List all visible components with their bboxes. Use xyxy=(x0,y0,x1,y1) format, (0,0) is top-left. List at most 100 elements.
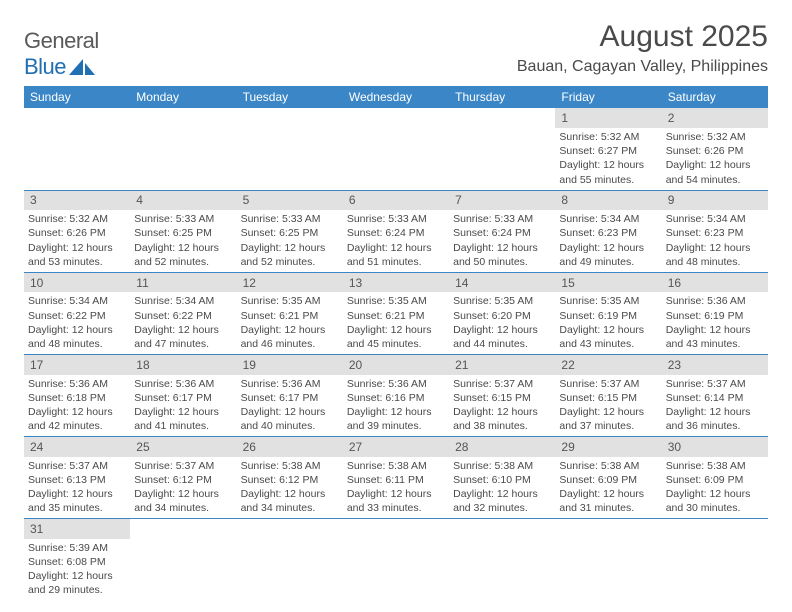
calendar-cell xyxy=(237,539,343,601)
sunrise-line: Sunrise: 5:36 AM xyxy=(666,294,764,308)
day-number: 19 xyxy=(237,355,343,375)
day-number xyxy=(24,108,130,128)
sunset-line: Sunset: 6:26 PM xyxy=(666,144,764,158)
day-number: 4 xyxy=(130,190,236,210)
sunrise-line: Sunrise: 5:35 AM xyxy=(241,294,339,308)
calendar-cell xyxy=(343,128,449,190)
day-number: 25 xyxy=(130,437,236,457)
calendar-cell: Sunrise: 5:33 AMSunset: 6:24 PMDaylight:… xyxy=(449,210,555,272)
daylight-line: Daylight: 12 hours and 43 minutes. xyxy=(666,323,764,351)
day-number: 5 xyxy=(237,190,343,210)
daylight-line: Daylight: 12 hours and 50 minutes. xyxy=(453,241,551,269)
calendar-cell xyxy=(449,539,555,601)
daylight-line: Daylight: 12 hours and 33 minutes. xyxy=(347,487,445,515)
calendar-cell: Sunrise: 5:39 AMSunset: 6:08 PMDaylight:… xyxy=(24,539,130,601)
day-number xyxy=(449,519,555,539)
sunset-line: Sunset: 6:24 PM xyxy=(453,226,551,240)
sunset-line: Sunset: 6:23 PM xyxy=(666,226,764,240)
daylight-line: Daylight: 12 hours and 36 minutes. xyxy=(666,405,764,433)
calendar-cell: Sunrise: 5:36 AMSunset: 6:17 PMDaylight:… xyxy=(237,375,343,437)
calendar-cell: Sunrise: 5:38 AMSunset: 6:11 PMDaylight:… xyxy=(343,457,449,519)
calendar-cell: Sunrise: 5:37 AMSunset: 6:13 PMDaylight:… xyxy=(24,457,130,519)
sunset-line: Sunset: 6:21 PM xyxy=(241,309,339,323)
daynum-row: 31 xyxy=(24,519,768,539)
daylight-line: Daylight: 12 hours and 46 minutes. xyxy=(241,323,339,351)
daynum-row: 12 xyxy=(24,108,768,128)
calendar-cell: Sunrise: 5:32 AMSunset: 6:27 PMDaylight:… xyxy=(555,128,661,190)
day-header-tuesday: Tuesday xyxy=(237,86,343,108)
calendar-cell xyxy=(237,128,343,190)
sunrise-line: Sunrise: 5:35 AM xyxy=(559,294,657,308)
sunrise-line: Sunrise: 5:36 AM xyxy=(241,377,339,391)
sunrise-line: Sunrise: 5:34 AM xyxy=(559,212,657,226)
sunset-line: Sunset: 6:14 PM xyxy=(666,391,764,405)
calendar-cell: Sunrise: 5:37 AMSunset: 6:15 PMDaylight:… xyxy=(555,375,661,437)
calendar-cell: Sunrise: 5:38 AMSunset: 6:12 PMDaylight:… xyxy=(237,457,343,519)
sunrise-line: Sunrise: 5:36 AM xyxy=(28,377,126,391)
daylight-line: Daylight: 12 hours and 42 minutes. xyxy=(28,405,126,433)
day-number: 22 xyxy=(555,355,661,375)
calendar-cell: Sunrise: 5:36 AMSunset: 6:18 PMDaylight:… xyxy=(24,375,130,437)
day-number: 15 xyxy=(555,272,661,292)
calendar-row: Sunrise: 5:37 AMSunset: 6:13 PMDaylight:… xyxy=(24,457,768,519)
day-number xyxy=(343,519,449,539)
daylight-line: Daylight: 12 hours and 40 minutes. xyxy=(241,405,339,433)
sunrise-line: Sunrise: 5:33 AM xyxy=(347,212,445,226)
sunrise-line: Sunrise: 5:38 AM xyxy=(347,459,445,473)
day-number xyxy=(449,108,555,128)
daylight-line: Daylight: 12 hours and 37 minutes. xyxy=(559,405,657,433)
daylight-line: Daylight: 12 hours and 41 minutes. xyxy=(134,405,232,433)
sunrise-line: Sunrise: 5:32 AM xyxy=(666,130,764,144)
daylight-line: Daylight: 12 hours and 45 minutes. xyxy=(347,323,445,351)
calendar-cell: Sunrise: 5:33 AMSunset: 6:25 PMDaylight:… xyxy=(237,210,343,272)
sunrise-line: Sunrise: 5:33 AM xyxy=(134,212,232,226)
daylight-line: Daylight: 12 hours and 35 minutes. xyxy=(28,487,126,515)
day-number: 26 xyxy=(237,437,343,457)
sunset-line: Sunset: 6:10 PM xyxy=(453,473,551,487)
day-number xyxy=(662,519,768,539)
day-number: 31 xyxy=(24,519,130,539)
daylight-line: Daylight: 12 hours and 48 minutes. xyxy=(666,241,764,269)
calendar-cell: Sunrise: 5:33 AMSunset: 6:25 PMDaylight:… xyxy=(130,210,236,272)
day-header-sunday: Sunday xyxy=(24,86,130,108)
sunrise-line: Sunrise: 5:37 AM xyxy=(666,377,764,391)
calendar-cell xyxy=(24,128,130,190)
calendar-cell: Sunrise: 5:36 AMSunset: 6:17 PMDaylight:… xyxy=(130,375,236,437)
sunrise-line: Sunrise: 5:32 AM xyxy=(559,130,657,144)
daynum-row: 17181920212223 xyxy=(24,355,768,375)
day-number xyxy=(555,519,661,539)
calendar-cell: Sunrise: 5:34 AMSunset: 6:23 PMDaylight:… xyxy=(662,210,768,272)
calendar-cell xyxy=(555,539,661,601)
calendar-cell: Sunrise: 5:35 AMSunset: 6:19 PMDaylight:… xyxy=(555,292,661,354)
logo-text: General Blue xyxy=(24,28,99,80)
daylight-line: Daylight: 12 hours and 55 minutes. xyxy=(559,158,657,186)
daylight-line: Daylight: 12 hours and 49 minutes. xyxy=(559,241,657,269)
sunset-line: Sunset: 6:15 PM xyxy=(453,391,551,405)
daynum-row: 24252627282930 xyxy=(24,437,768,457)
sunrise-line: Sunrise: 5:37 AM xyxy=(559,377,657,391)
sunset-line: Sunset: 6:08 PM xyxy=(28,555,126,569)
calendar-table: SundayMondayTuesdayWednesdayThursdayFrid… xyxy=(24,86,768,601)
day-number: 12 xyxy=(237,272,343,292)
daylight-line: Daylight: 12 hours and 29 minutes. xyxy=(28,569,126,597)
calendar-cell: Sunrise: 5:35 AMSunset: 6:21 PMDaylight:… xyxy=(237,292,343,354)
calendar-cell xyxy=(343,539,449,601)
day-number xyxy=(237,108,343,128)
daynum-row: 3456789 xyxy=(24,190,768,210)
day-number: 28 xyxy=(449,437,555,457)
calendar-cell: Sunrise: 5:34 AMSunset: 6:22 PMDaylight:… xyxy=(130,292,236,354)
sunset-line: Sunset: 6:16 PM xyxy=(347,391,445,405)
day-number: 21 xyxy=(449,355,555,375)
daylight-line: Daylight: 12 hours and 53 minutes. xyxy=(28,241,126,269)
calendar-cell xyxy=(130,539,236,601)
sunset-line: Sunset: 6:09 PM xyxy=(559,473,657,487)
calendar-row: Sunrise: 5:36 AMSunset: 6:18 PMDaylight:… xyxy=(24,375,768,437)
daylight-line: Daylight: 12 hours and 34 minutes. xyxy=(241,487,339,515)
day-number xyxy=(343,108,449,128)
day-number: 16 xyxy=(662,272,768,292)
daylight-line: Daylight: 12 hours and 52 minutes. xyxy=(134,241,232,269)
day-number: 24 xyxy=(24,437,130,457)
sunset-line: Sunset: 6:15 PM xyxy=(559,391,657,405)
day-header-monday: Monday xyxy=(130,86,236,108)
sunset-line: Sunset: 6:25 PM xyxy=(134,226,232,240)
